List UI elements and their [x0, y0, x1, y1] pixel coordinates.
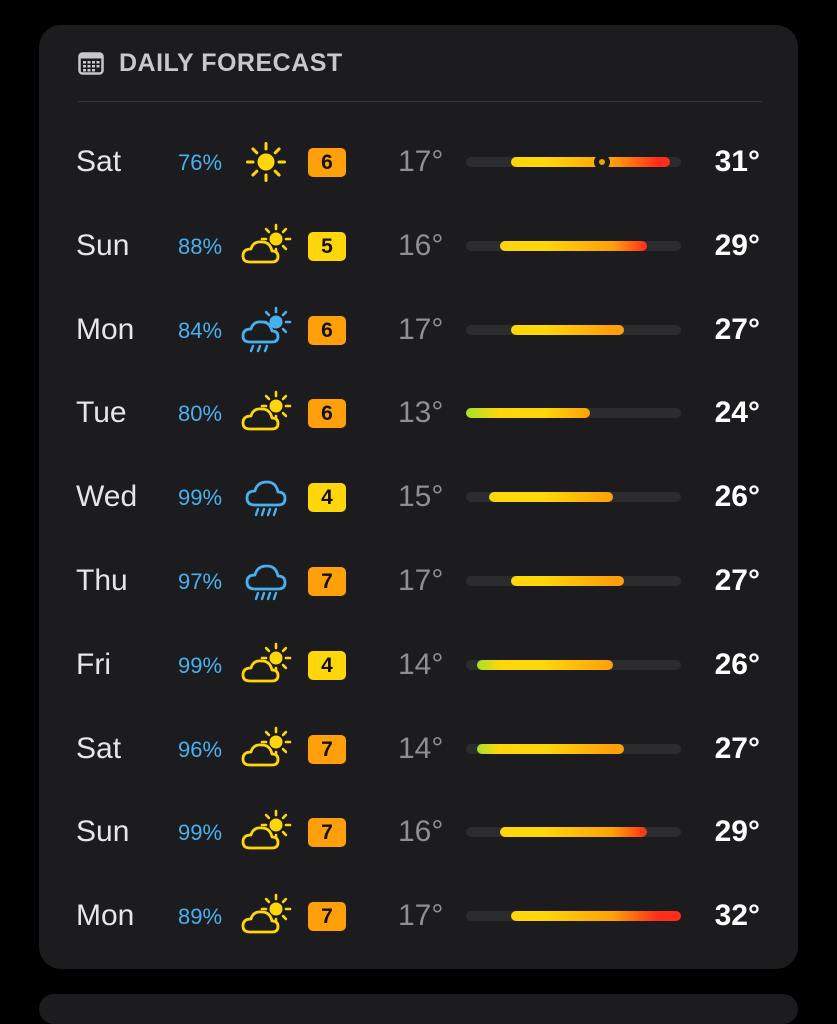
partly-cloudy-icon [240, 891, 296, 941]
temp-range-bar [466, 576, 681, 586]
low-temp: 17° [398, 312, 444, 346]
forecast-row[interactable]: Sun 88% 5 16° 29° [39, 215, 798, 275]
forecast-row[interactable]: Sat 96% 7 14° 27° [39, 718, 798, 778]
temp-range-bar [466, 154, 681, 170]
partly-cloudy-rain-icon [240, 305, 296, 355]
precip-chance: 97% [178, 569, 223, 594]
uv-index-badge: 6 [308, 315, 346, 345]
daily-forecast-card: DAILY FORECAST Sat 76% 6 17° 31° Sun 88% 5 16°… [39, 25, 798, 969]
temp-range-bar [466, 659, 681, 670]
temp-range-fill [511, 157, 670, 167]
high-temp: 24° [714, 396, 760, 430]
forecast-row[interactable]: Mon 84% 6 17° 27° [39, 299, 798, 359]
temp-range-bar [466, 240, 681, 251]
precip-chance: 80% [178, 401, 223, 427]
forecast-row[interactable]: Sun 99% 7 16° 29° [39, 801, 798, 861]
rain-icon [240, 472, 296, 522]
partly-cloudy-icon [240, 221, 296, 271]
uv-index-badge: 7 [308, 818, 346, 848]
day-label: Fri [76, 647, 111, 681]
temp-range-fill [511, 324, 625, 335]
temp-range-fill [488, 492, 614, 503]
day-label: Sun [76, 815, 130, 849]
temp-range-bar [466, 743, 681, 754]
precip-chance: 99% [178, 485, 223, 511]
forecast-row[interactable]: Wed 99% 4 15° 26° [39, 466, 798, 526]
uv-index-badge: 5 [308, 231, 346, 261]
temp-range-fill [477, 743, 625, 754]
day-label: Sat [76, 731, 122, 765]
forecast-header: DAILY FORECAST [78, 25, 762, 102]
low-temp: 13° [398, 396, 444, 430]
uv-index-badge: 6 [308, 148, 346, 177]
forecast-row[interactable]: Tue 80% 6 13° 24° [39, 382, 798, 442]
next-card-edge [39, 994, 798, 1024]
temp-range-fill [499, 240, 648, 251]
uv-index-badge: 7 [308, 902, 346, 932]
uv-index-badge: 6 [308, 399, 346, 429]
forecast-row[interactable]: Thu 97% 7 17° 27° [39, 550, 798, 610]
uv-index-badge: 4 [308, 650, 346, 680]
temp-range-fill [466, 408, 591, 419]
partly-cloudy-icon [240, 807, 296, 857]
low-temp: 14° [398, 647, 444, 681]
uv-index-badge: 4 [308, 483, 346, 513]
temp-range-fill [499, 827, 648, 838]
precip-chance: 88% [178, 233, 223, 259]
day-label: Mon [76, 312, 135, 346]
high-temp: 29° [714, 228, 760, 262]
precip-chance: 84% [178, 317, 223, 343]
temp-range-fill [477, 659, 614, 670]
temp-range-bar [466, 408, 681, 419]
temp-range-fill [511, 911, 681, 922]
temp-range-bar [466, 324, 681, 335]
day-label: Sun [76, 228, 130, 262]
forecast-row[interactable]: Mon 89% 7 17° 32° [39, 885, 798, 945]
day-label: Mon [76, 899, 135, 933]
calendar-icon [78, 51, 104, 75]
forecast-row[interactable]: Sat 76% 6 17° 31° [39, 131, 798, 191]
uv-index-badge: 7 [308, 734, 346, 764]
low-temp: 17° [398, 564, 444, 597]
day-label: Sat [76, 145, 122, 178]
partly-cloudy-icon [240, 640, 296, 690]
temp-range-bar [466, 911, 681, 922]
day-label: Tue [76, 396, 127, 430]
temp-range-bar [466, 827, 681, 838]
high-temp: 26° [714, 480, 760, 514]
day-label: Wed [76, 480, 138, 514]
precip-chance: 99% [178, 820, 223, 846]
low-temp: 16° [398, 228, 444, 262]
precip-chance: 89% [178, 904, 223, 930]
low-temp: 16° [398, 815, 444, 849]
current-temp-marker [593, 154, 610, 170]
high-temp: 31° [714, 145, 760, 178]
temp-range-bar [466, 492, 681, 503]
precip-chance: 76% [178, 150, 223, 175]
sun-icon [240, 137, 296, 187]
partly-cloudy-icon [240, 724, 296, 774]
uv-index-badge: 7 [308, 567, 346, 596]
high-temp: 32° [714, 899, 760, 933]
high-temp: 27° [714, 731, 760, 765]
partly-cloudy-icon [240, 388, 296, 438]
high-temp: 27° [714, 564, 760, 597]
low-temp: 14° [398, 731, 444, 765]
day-label: Thu [76, 564, 128, 597]
low-temp: 17° [398, 145, 444, 178]
forecast-title: DAILY FORECAST [119, 48, 343, 77]
precip-chance: 96% [178, 736, 223, 762]
precip-chance: 99% [178, 652, 223, 678]
low-temp: 15° [398, 480, 444, 514]
high-temp: 29° [714, 815, 760, 849]
temp-range-fill [511, 576, 625, 586]
high-temp: 26° [714, 647, 760, 681]
forecast-row[interactable]: Fri 99% 4 14° 26° [39, 634, 798, 694]
high-temp: 27° [714, 312, 760, 346]
low-temp: 17° [398, 899, 444, 933]
rain-icon [240, 556, 296, 606]
